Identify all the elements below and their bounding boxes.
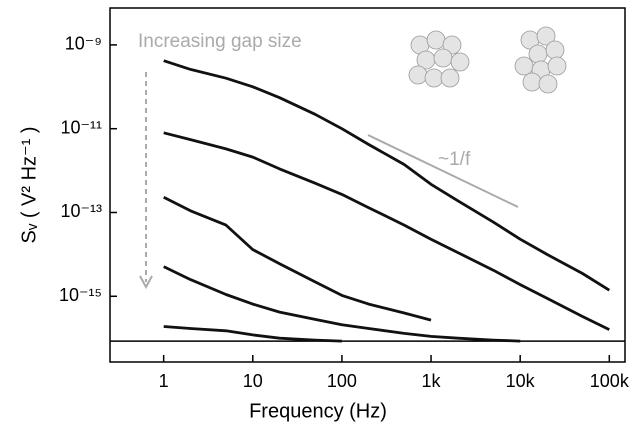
annotation: ~1/f bbox=[438, 149, 471, 170]
annotation: Increasing gap size bbox=[138, 31, 302, 52]
arrow-head bbox=[139, 275, 153, 290]
series-line bbox=[163, 265, 521, 343]
particle-cluster bbox=[514, 26, 567, 94]
series-line bbox=[163, 196, 432, 322]
x-tick-label: 100k bbox=[590, 371, 630, 391]
y-axis-label: Sᵥ ( V² Hz⁻¹ ) bbox=[18, 127, 40, 244]
y-tick-label: 10⁻¹⁵ bbox=[59, 285, 102, 305]
x-tick-label: 1k bbox=[422, 371, 442, 391]
series-line bbox=[163, 325, 342, 343]
x-axis-label: Frequency (Hz) bbox=[249, 400, 387, 422]
series-line bbox=[163, 131, 610, 331]
plot-frame bbox=[109, 7, 626, 363]
x-tick-label: 100 bbox=[327, 371, 357, 391]
y-tick-label: 10⁻¹³ bbox=[60, 201, 102, 221]
particle-cluster bbox=[408, 30, 470, 88]
x-tick-label: 1 bbox=[159, 371, 169, 391]
x-tick-label: 10k bbox=[506, 371, 536, 391]
y-tick-label: 10⁻¹¹ bbox=[60, 117, 102, 137]
y-tick-label: 10⁻⁹ bbox=[65, 34, 102, 54]
series-line bbox=[163, 59, 611, 292]
x-tick-label: 10 bbox=[243, 371, 263, 391]
slope-guide bbox=[367, 134, 519, 208]
